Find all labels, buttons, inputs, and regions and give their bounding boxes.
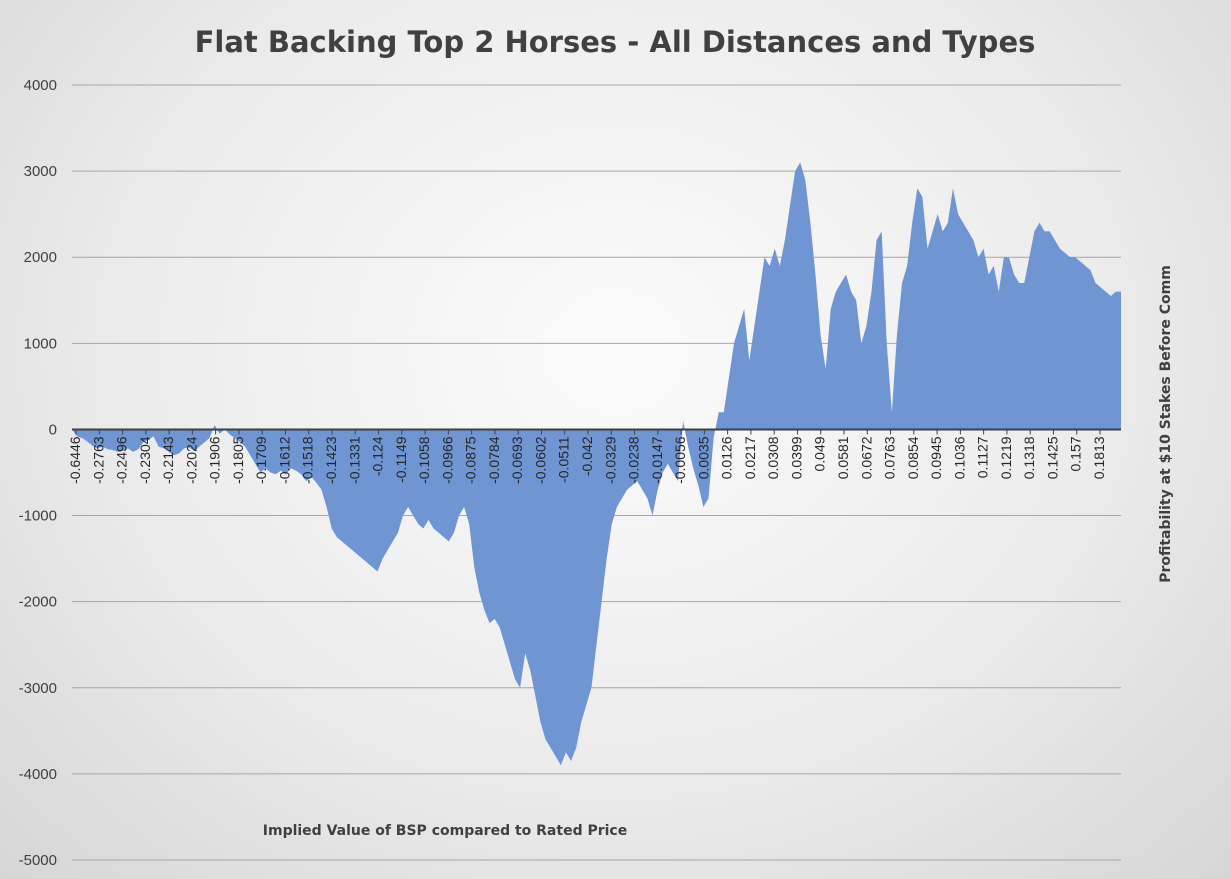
x-tick-label: 0.1127 xyxy=(975,436,991,478)
x-tick-label: -0.1709 xyxy=(253,436,269,484)
x-tick-label: 0.0035 xyxy=(695,436,711,479)
x-tick-label: -0.124 xyxy=(370,436,386,476)
x-tick-label: 0.0672 xyxy=(858,436,874,479)
y-tick-label: 3000 xyxy=(24,163,57,180)
x-tick-label: -0.1805 xyxy=(230,436,246,484)
x-tick-label: 0.0126 xyxy=(719,436,735,479)
x-tick-label: 0.0399 xyxy=(789,436,805,479)
x-tick-label: 0.049 xyxy=(812,436,828,471)
x-tick-label: -0.0511 xyxy=(556,436,572,483)
x-axis-ticks: -0.6446 -0.2763 -0.2496 -0.2304 -0.2143 -0.20… xyxy=(67,429,1107,484)
x-tick-label: -0.2024 xyxy=(183,436,199,484)
y-tick-label: 2000 xyxy=(24,249,57,266)
y-tick-label: -2000 xyxy=(19,594,57,611)
x-tick-label: 0.1036 xyxy=(951,436,967,479)
x-tick-label: -0.1058 xyxy=(416,436,432,484)
x-tick-label: -0.2304 xyxy=(137,436,153,484)
x-tick-label: 0.157 xyxy=(1068,436,1084,471)
x-tick-label: 0.1318 xyxy=(1021,436,1037,479)
x-tick-label: -0.0238 xyxy=(626,436,642,484)
y-tick-label: -1000 xyxy=(19,508,57,525)
x-tick-label: -0.2143 xyxy=(160,436,176,484)
y-tick-label: -5000 xyxy=(19,852,57,869)
x-tick-label: -0.0056 xyxy=(672,436,688,484)
x-tick-label: -0.0693 xyxy=(509,436,525,484)
y-axis-ticks: 4000 3000 2000 1000 0 -1000 -2000 -3000 -4000 -50… xyxy=(19,77,57,869)
y-tick-label: 1000 xyxy=(24,335,57,352)
y-tick-label: 0 xyxy=(49,421,57,438)
x-tick-label: 0.0763 xyxy=(882,436,898,479)
x-tick-label: 0.0854 xyxy=(905,436,921,479)
x-tick-label: 0.0217 xyxy=(742,436,758,479)
x-tick-label: -0.1906 xyxy=(207,436,223,484)
series-area xyxy=(72,162,1121,766)
x-tick-label: 0.0581 xyxy=(835,436,851,479)
x-tick-label: -0.042 xyxy=(579,436,595,476)
x-tick-label: -0.1423 xyxy=(323,436,339,484)
x-tick-label: -0.2763 xyxy=(90,436,106,484)
y-tick-label: -4000 xyxy=(19,766,57,783)
x-axis-title: Implied Value of BSP compared to Rated P… xyxy=(263,823,627,839)
x-tick-label: -0.0966 xyxy=(439,436,455,484)
x-tick-label: 0.0945 xyxy=(928,436,944,479)
x-tick-label: -0.1612 xyxy=(277,436,293,484)
x-tick-label: -0.0602 xyxy=(533,436,549,484)
x-tick-label: 0.0308 xyxy=(765,436,781,479)
x-tick-label: -0.1149 xyxy=(393,436,409,483)
x-tick-label: -0.6446 xyxy=(67,436,83,484)
x-tick-label: 0.1219 xyxy=(998,436,1014,479)
x-tick-label: 0.1813 xyxy=(1091,436,1107,479)
chart-title: Flat Backing Top 2 Horses - All Distance… xyxy=(195,25,1036,59)
x-tick-label: -0.0147 xyxy=(649,436,665,484)
y-axis-title: Profitability at $10 Stakes Before Comm xyxy=(1158,265,1174,583)
y-tick-label: 4000 xyxy=(24,77,57,94)
x-tick-label: -0.0784 xyxy=(486,436,502,484)
x-tick-label: -0.1518 xyxy=(300,436,316,484)
y-tick-label: -3000 xyxy=(19,680,57,697)
x-tick-label: -0.1331 xyxy=(346,436,362,484)
x-tick-label: -0.2496 xyxy=(114,436,130,484)
x-tick-label: -0.0875 xyxy=(463,436,479,484)
x-tick-label: 0.1425 xyxy=(1045,436,1061,479)
x-tick-label: -0.0329 xyxy=(602,436,618,484)
